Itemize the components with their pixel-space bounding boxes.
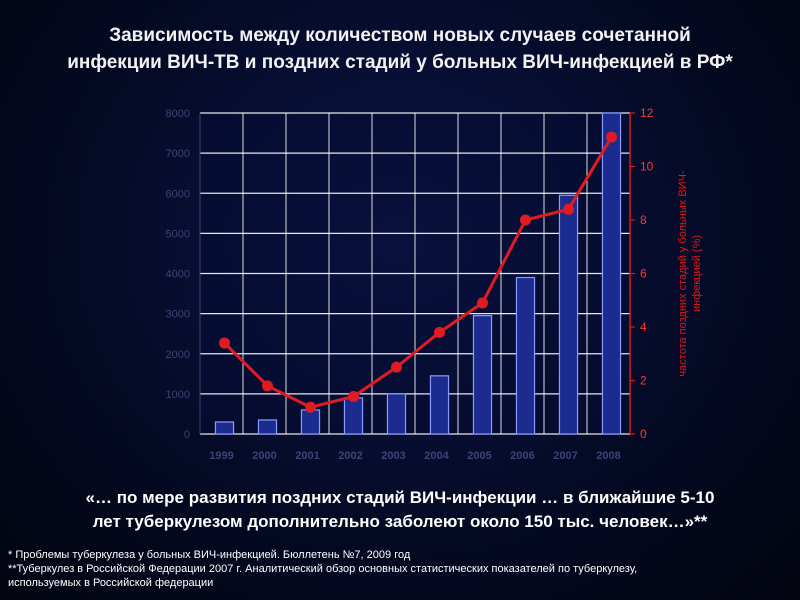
x-tick-label: 2005: [467, 450, 491, 462]
y2-axis-label-line-2: инфекцией (%): [691, 235, 703, 312]
x-tick-label: 2007: [553, 450, 577, 462]
line-point-2005: [477, 297, 488, 309]
y-tick-label-left: 5000: [166, 228, 190, 240]
line-point-2006: [520, 214, 531, 226]
line-point-1999: [219, 337, 230, 349]
y-tick-label-right: 4: [640, 320, 647, 334]
y-tick-label-left: 2000: [166, 349, 190, 361]
x-tick-label: 2008: [596, 450, 620, 462]
y-tick-label-left: 0: [184, 429, 190, 441]
x-tick-label: 1999: [209, 450, 233, 462]
line-point-2008: [606, 131, 617, 143]
bar-1999: [214, 421, 235, 435]
footnote-1: * Проблемы туберкулеза у больных ВИЧ-инф…: [8, 549, 411, 561]
x-tick-label: 2003: [381, 450, 405, 462]
x-tick-label: 2001: [295, 450, 319, 462]
y-tick-label-left: 4000: [166, 269, 190, 281]
y2-axis-label: частота поздних стадий у больных ВИЧ-инф…: [677, 170, 703, 376]
y-tick-label-left: 3000: [166, 309, 190, 321]
line-point-2002: [348, 391, 359, 403]
bar-2000: [257, 419, 278, 435]
quote-line-1: «… по мере развития поздних стадий ВИЧ-и…: [85, 488, 715, 507]
bar-2004: [429, 375, 450, 435]
y-tick-label-left: 7000: [166, 148, 190, 160]
title-line-1: Зависимость между количеством новых случ…: [109, 25, 691, 46]
x-tick-label: 2002: [338, 450, 362, 462]
line-point-2000: [262, 380, 273, 392]
x-tick-label: 2004: [424, 450, 449, 462]
line-point-2003: [391, 361, 402, 373]
bar-2006: [515, 276, 536, 435]
footnote-3: используемых в Российской федерации: [8, 577, 214, 589]
footnotes: * Проблемы туберкулеза у больных ВИЧ-инф…: [8, 548, 793, 590]
bar-2002: [343, 397, 364, 435]
bar-2003: [386, 393, 407, 435]
y-tick-label-left: 6000: [166, 188, 190, 200]
bar-2008: [601, 112, 622, 435]
line-series: [223, 136, 613, 409]
slide-title: Зависимость между количеством новых случ…: [0, 22, 800, 76]
title-line-2: инфекции ВИЧ-ТВ и поздних стадий у больн…: [67, 52, 733, 73]
quote-text: «… по мере развития поздних стадий ВИЧ-и…: [20, 486, 780, 534]
bar-2007: [558, 194, 579, 435]
bar-2005: [472, 315, 493, 435]
line-point-2004: [434, 326, 445, 338]
quote-line-2: лет туберкулезом дополнительно заболеют …: [92, 512, 708, 531]
footnote-2: **Туберкулез в Российской Федерации 2007…: [8, 563, 638, 575]
y2-axis-label-line-1: частота поздних стадий у больных ВИЧ-: [677, 170, 689, 376]
y-tick-label-right: 12: [640, 106, 654, 120]
y-tick-label-right: 6: [640, 267, 647, 281]
y-tick-label-right: 10: [640, 160, 654, 174]
line-point-2001: [305, 401, 316, 413]
x-tick-label: 2006: [510, 450, 534, 462]
x-tick-label: 2000: [252, 450, 276, 462]
y-tick-label-left: 1000: [166, 389, 190, 401]
y-tick-label-right: 8: [640, 213, 647, 227]
y-tick-label-right: 2: [640, 374, 647, 388]
line-point-2007: [563, 203, 574, 215]
y-tick-label-left: 8000: [166, 108, 190, 120]
bar-2001: [300, 409, 321, 435]
y-tick-label-right: 0: [640, 427, 647, 441]
